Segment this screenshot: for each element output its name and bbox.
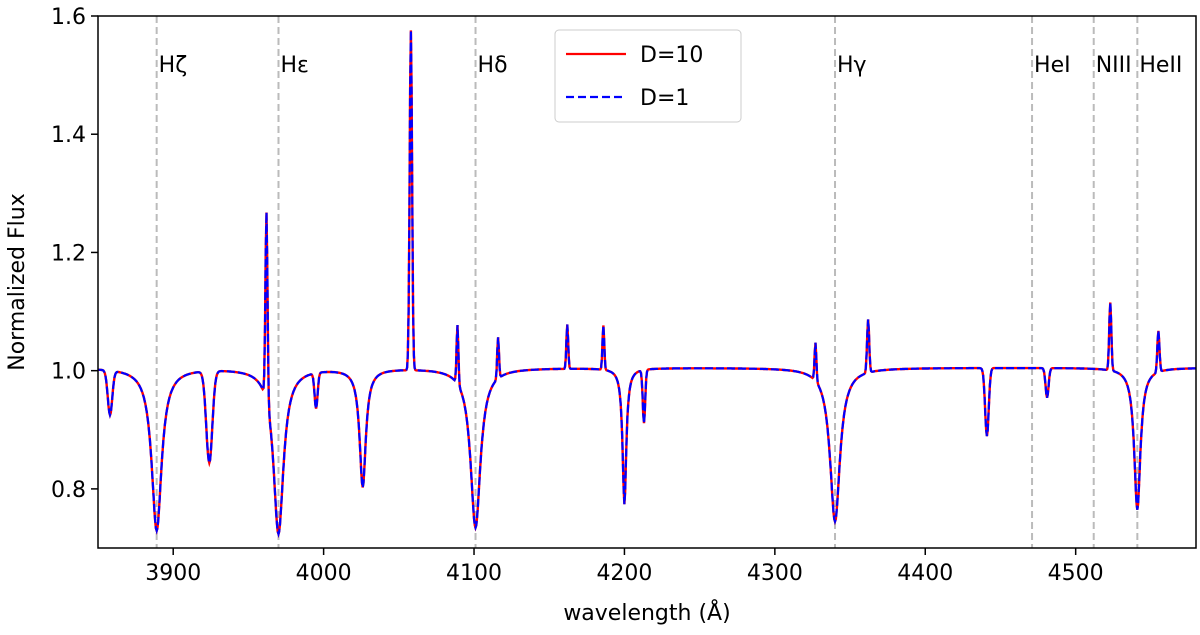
x-tick-label: 4000 bbox=[296, 561, 352, 586]
legend-label-d10: D=10 bbox=[640, 43, 703, 68]
x-tick-label: 4500 bbox=[1048, 561, 1104, 586]
reference-line-label: Hζ bbox=[159, 53, 188, 78]
y-tick-label: 1.0 bbox=[51, 360, 86, 385]
reference-line-label: Hε bbox=[280, 53, 308, 78]
y-axis-ticks: 0.8 1.0 1.2 1.4 1.6 bbox=[51, 5, 98, 503]
y-tick-label: 1.2 bbox=[51, 241, 86, 266]
x-tick-label: 4200 bbox=[596, 561, 652, 586]
series-line-d1 bbox=[98, 30, 1196, 538]
y-axis-label: Normalized Flux bbox=[5, 193, 30, 370]
reference-lines: Hζ Hε Hδ Hγ HeI NIII HeII bbox=[155, 16, 1182, 548]
reference-line-label: HeI bbox=[1034, 53, 1071, 78]
axes-frame bbox=[97, 15, 1197, 549]
y-tick-label: 1.4 bbox=[51, 123, 86, 148]
legend: D=10 D=1 bbox=[554, 29, 742, 123]
reference-line-label: Hγ bbox=[837, 53, 867, 78]
x-tick-label: 4100 bbox=[446, 561, 502, 586]
x-tick-label: 4300 bbox=[747, 561, 803, 586]
series-group bbox=[98, 30, 1196, 539]
x-axis-ticks: 3900 4000 4100 4200 4300 4400 4500 bbox=[145, 548, 1104, 586]
reference-line-label: NIII bbox=[1096, 53, 1132, 78]
x-tick-label: 3900 bbox=[145, 561, 201, 586]
legend-label-d1: D=1 bbox=[640, 86, 689, 111]
y-tick-label: 0.8 bbox=[51, 478, 86, 503]
x-tick-label: 4400 bbox=[897, 561, 953, 586]
y-tick-label: 1.6 bbox=[51, 5, 86, 30]
reference-line-label: HeII bbox=[1139, 53, 1182, 78]
x-axis-label: wavelength (Å) bbox=[563, 599, 730, 626]
reference-line-label: Hδ bbox=[478, 53, 508, 78]
